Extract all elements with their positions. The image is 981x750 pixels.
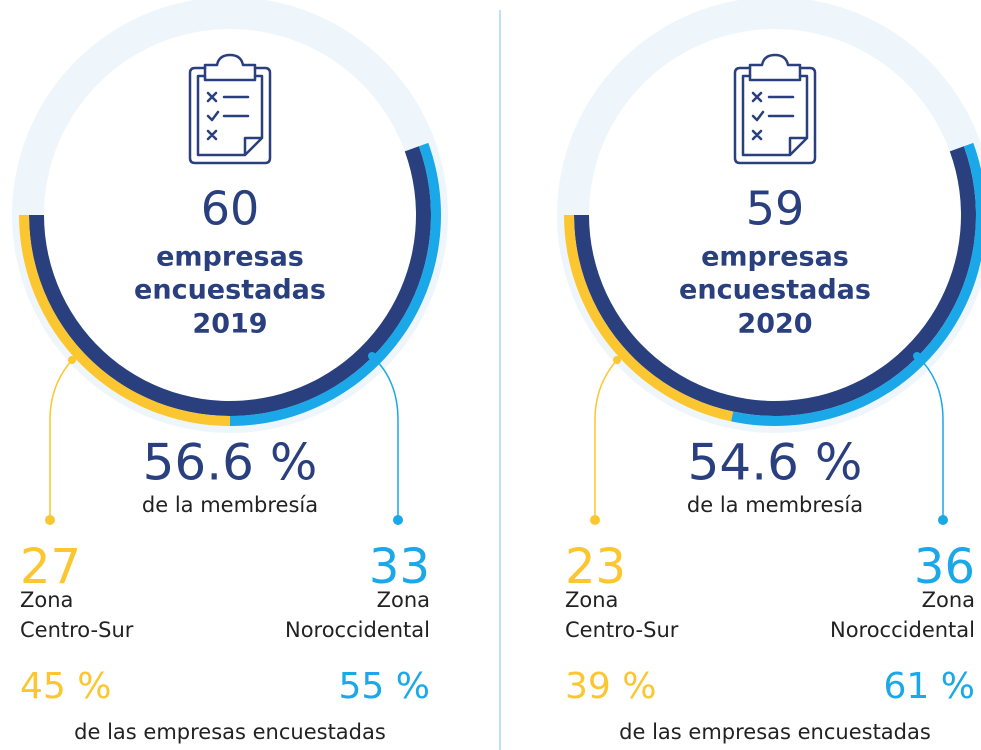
connector-dot	[938, 515, 948, 525]
zone-name: Centro-Sur	[20, 618, 134, 642]
zone-count: 23	[565, 539, 626, 595]
zone-share: 39 %	[565, 666, 656, 707]
footer: de las empresas encuestadas	[619, 720, 931, 744]
count: 59	[746, 182, 805, 236]
connector-dot	[45, 515, 55, 525]
zone-name: Zona	[922, 588, 975, 612]
clipboard-marks	[751, 91, 795, 141]
connector	[371, 355, 399, 520]
membership: 54.6 %	[688, 434, 863, 492]
connector-dot	[393, 515, 403, 525]
disc	[589, 29, 961, 401]
membership-label: de la membresía	[142, 493, 318, 517]
zone-name: Zona	[565, 588, 618, 612]
clipboard-icon	[733, 53, 817, 165]
count: 60	[201, 182, 260, 236]
connector	[916, 355, 944, 520]
year: 2020	[737, 309, 812, 340]
clipboard-icon	[188, 53, 272, 165]
zone-name: Noroccidental	[830, 618, 975, 642]
zone-count: 36	[914, 539, 975, 595]
zone-count: 33	[369, 539, 430, 595]
footer: de las empresas encuestadas	[74, 720, 386, 744]
zone-name: Zona	[377, 588, 430, 612]
zone-name: Noroccidental	[285, 618, 430, 642]
count-label: empresas	[701, 242, 849, 273]
zone-arc	[564, 215, 734, 422]
count-label: encuestadas	[679, 275, 871, 306]
zone-share: 55 %	[339, 666, 430, 707]
zone-share: 45 %	[20, 666, 111, 707]
count-label: empresas	[156, 242, 304, 273]
clipboard-board	[733, 66, 817, 165]
connector	[49, 359, 73, 520]
clipboard-clip	[203, 53, 257, 82]
zone-share: 61 %	[884, 666, 975, 707]
membership-label: de la membresía	[687, 493, 863, 517]
clipboard-clip	[748, 53, 802, 82]
zone-name: Centro-Sur	[565, 618, 679, 642]
connector	[594, 359, 618, 520]
clipboard-board	[188, 66, 272, 165]
zone-name: Zona	[20, 588, 73, 612]
count-label: encuestadas	[134, 275, 326, 306]
connector-dot	[590, 515, 600, 525]
clipboard-paper	[196, 74, 264, 157]
clipboard-marks	[206, 91, 250, 141]
clipboard-paper	[741, 74, 809, 157]
zone-count: 27	[20, 539, 81, 595]
membership: 56.6 %	[143, 434, 318, 492]
disc	[44, 29, 416, 401]
year: 2019	[192, 309, 267, 340]
